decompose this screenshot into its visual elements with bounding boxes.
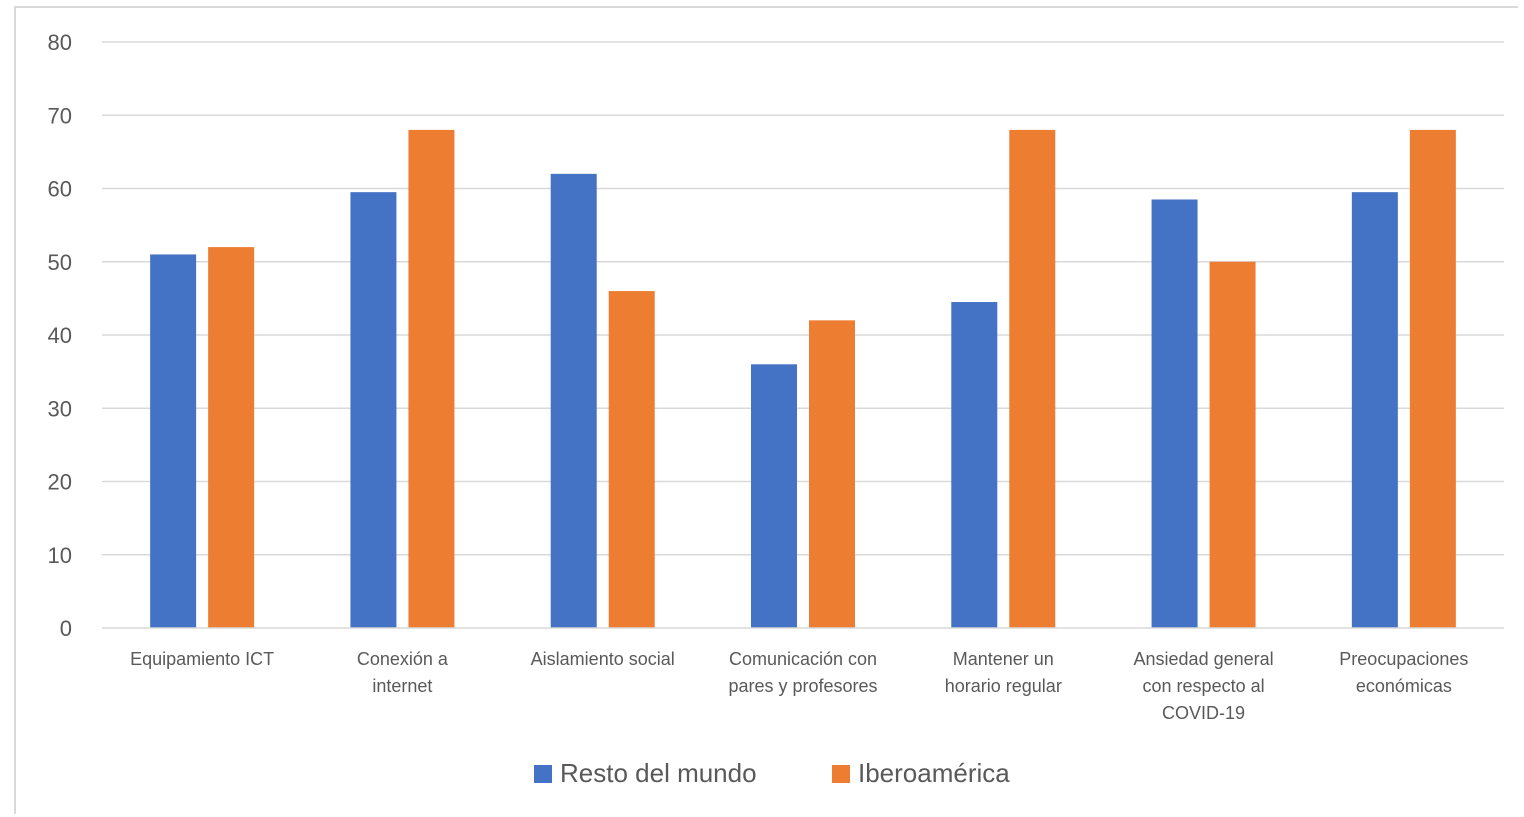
legend-label-iberoamerica: Iberoamérica	[858, 758, 1010, 788]
x-category-label: Ansiedad general	[1134, 649, 1274, 669]
y-tick-label: 10	[48, 543, 72, 568]
y-tick-label: 20	[48, 470, 72, 495]
bar-resto-del-mundo	[1351, 192, 1398, 628]
y-tick-label: 0	[60, 616, 72, 641]
legend-swatch-resto-del-mundo	[534, 765, 552, 783]
x-category-label: pares y profesores	[728, 676, 877, 696]
y-tick-label: 60	[48, 177, 72, 202]
y-tick-label: 30	[48, 396, 72, 421]
bar-iberoamerica	[1209, 261, 1256, 628]
x-axis-labels: Equipamiento ICT Conexión a internet Aislam…	[130, 649, 1468, 723]
bar-iberoamerica	[1009, 129, 1056, 628]
x-category-label: Equipamiento ICT	[130, 649, 274, 669]
bar-resto-del-mundo	[150, 254, 197, 629]
x-category-label: económicas	[1356, 676, 1452, 696]
x-category-label: internet	[372, 676, 432, 696]
bar-iberoamerica	[1409, 129, 1456, 628]
x-category-label: Mantener un	[953, 649, 1054, 669]
x-category-label: con respecto al	[1143, 676, 1265, 696]
bar-iberoamerica	[408, 129, 455, 628]
bar-resto-del-mundo	[751, 364, 797, 628]
chart-frame	[14, 6, 1518, 814]
bar-resto-del-mundo	[550, 173, 597, 628]
y-axis-ticks: 0 10 20 30 40 50 60 70 80	[48, 30, 72, 641]
gridlines	[102, 41, 1504, 556]
y-tick-label: 80	[48, 30, 72, 55]
x-category-label: horario regular	[945, 676, 1062, 696]
y-tick-label: 50	[48, 250, 72, 275]
bars	[150, 129, 1456, 629]
bar-iberoamerica	[809, 320, 855, 628]
legend: Resto del mundo Iberoamérica	[534, 758, 1010, 788]
x-category-label: COVID-19	[1162, 703, 1245, 723]
bar-resto-del-mundo	[1151, 199, 1198, 629]
bar-iberoamerica	[608, 291, 655, 628]
y-tick-label: 70	[48, 103, 72, 128]
y-tick-label: 40	[48, 323, 72, 348]
x-category-label: Preocupaciones	[1339, 649, 1468, 669]
bar-resto-del-mundo	[951, 302, 998, 628]
bar-iberoamerica	[208, 247, 255, 628]
bar-resto-del-mundo	[350, 192, 397, 628]
x-category-label: Aislamiento social	[531, 649, 675, 669]
x-category-label: Comunicación con	[729, 649, 877, 669]
legend-label-resto-del-mundo: Resto del mundo	[560, 758, 757, 788]
legend-swatch-iberoamerica	[832, 765, 850, 783]
x-category-label: Conexión a	[357, 649, 449, 669]
